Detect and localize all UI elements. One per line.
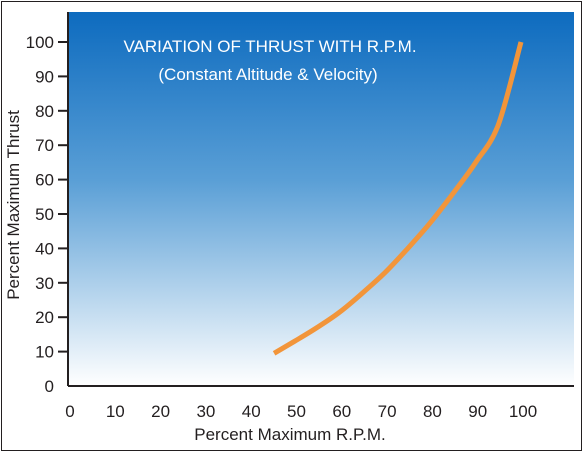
y-tick-label: 30 (35, 274, 54, 293)
x-tick-label: 20 (151, 402, 170, 421)
x-tick-label: 10 (106, 402, 125, 421)
x-tick-label: 60 (332, 402, 351, 421)
y-tick-label: 90 (35, 67, 54, 86)
y-tick-label: 80 (35, 102, 54, 121)
y-tick-label: 60 (35, 171, 54, 190)
thrust-curve-line (272, 41, 524, 356)
x-tick-label: 100 (509, 402, 537, 421)
series-layer (272, 41, 524, 356)
y-tick-label: 50 (35, 205, 54, 224)
x-axis-title: Percent Maximum R.P.M. (194, 425, 385, 444)
x-tick-label: 80 (423, 402, 442, 421)
chart-title: VARIATION OF THRUST WITH R.P.M. (123, 37, 416, 56)
x-tick-label: 90 (468, 402, 487, 421)
x-tick-label: 40 (242, 402, 261, 421)
tick-marks: 0 10 20 30 40 50 60 70 80 90 100 0 10 20 30 40 50 60 70 80 9… (26, 33, 538, 421)
chart-subtitle: (Constant Altitude & Velocity) (158, 65, 377, 84)
x-tick-label: 50 (287, 402, 306, 421)
x-tick-label: 70 (378, 402, 397, 421)
y-axis-title: Percent Maximum Thrust (4, 110, 23, 300)
y-tick-label: 100 (26, 33, 54, 52)
x-tick-label: 30 (196, 402, 215, 421)
axes (67, 12, 574, 387)
x-tick-label: 0 (65, 402, 74, 421)
y-tick-label: 40 (35, 239, 54, 258)
y-tick-label: 20 (35, 308, 54, 327)
y-tick-label: 10 (35, 343, 54, 362)
y-tick-label: 0 (45, 377, 54, 396)
y-tick-label: 70 (35, 136, 54, 155)
